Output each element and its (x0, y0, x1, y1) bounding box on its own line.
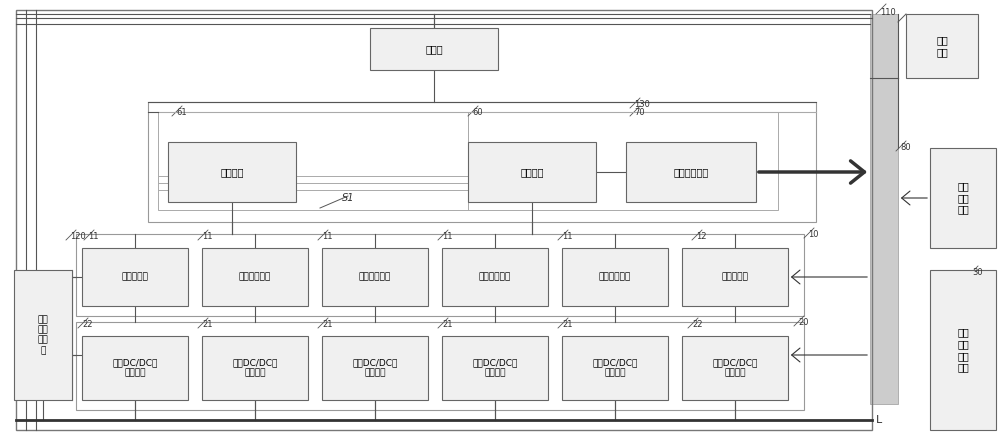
Bar (14, 270, 72, 400)
Text: 蓄电池单元: 蓄电池单元 (122, 273, 148, 281)
Text: 氢系统控制器: 氢系统控制器 (673, 167, 709, 177)
Bar (468, 142, 596, 202)
Text: 不间
断电
源单
元: 不间 断电 源单 元 (38, 315, 48, 355)
Text: 22: 22 (82, 320, 92, 329)
Text: 22: 22 (692, 320, 702, 329)
Text: 燃料电池单元: 燃料电池单元 (599, 273, 631, 281)
Text: 11: 11 (442, 232, 452, 241)
Bar (442, 336, 548, 400)
Text: 燃料电池单元: 燃料电池单元 (359, 273, 391, 281)
Text: 第二DC/DC变
换器单元: 第二DC/DC变 换器单元 (712, 358, 758, 378)
Bar (158, 112, 468, 210)
Text: 21: 21 (562, 320, 572, 329)
Bar (202, 248, 308, 306)
Text: 130: 130 (634, 100, 650, 109)
Bar (370, 28, 498, 70)
Text: 70: 70 (634, 108, 645, 117)
Text: 加注口: 加注口 (425, 44, 443, 54)
Text: 120: 120 (70, 232, 86, 241)
Text: 第一DC/DC变
换器单元: 第一DC/DC变 换器单元 (232, 358, 278, 378)
Bar (468, 112, 778, 210)
Bar (682, 248, 788, 306)
Bar (906, 14, 978, 78)
Bar (168, 142, 296, 202)
Bar (930, 148, 996, 248)
Bar (148, 102, 816, 222)
Text: 12: 12 (696, 232, 706, 241)
Text: 30: 30 (972, 268, 983, 277)
Text: 80: 80 (900, 143, 911, 152)
Text: 11: 11 (88, 232, 98, 241)
Text: 氢气瓶组: 氢气瓶组 (220, 167, 244, 177)
Bar (626, 142, 756, 202)
Text: 61: 61 (176, 108, 187, 117)
Text: 10: 10 (808, 230, 818, 239)
Text: S1: S1 (342, 193, 354, 203)
Text: 21: 21 (442, 320, 452, 329)
Bar (930, 270, 996, 430)
Text: 第一DC/DC变
换器单元: 第一DC/DC变 换器单元 (352, 358, 398, 378)
Text: 燃料电池单元: 燃料电池单元 (479, 273, 511, 281)
Bar (322, 336, 428, 400)
Text: 第一DC/DC变
换器单元: 第一DC/DC变 换器单元 (592, 358, 638, 378)
Bar (442, 248, 548, 306)
Bar (202, 336, 308, 400)
Text: 能量
综合
管理
模块: 能量 综合 管理 模块 (957, 328, 969, 372)
Bar (322, 248, 428, 306)
Text: 110: 110 (880, 8, 896, 17)
Text: 第一DC/DC变
换器单元: 第一DC/DC变 换器单元 (472, 358, 518, 378)
Bar (870, 14, 898, 404)
Text: 氢气瓶组: 氢气瓶组 (520, 167, 544, 177)
Text: 燃料电池单元: 燃料电池单元 (239, 273, 271, 281)
Bar (82, 336, 188, 400)
Bar (682, 336, 788, 400)
Text: 模式
选择
单元: 模式 选择 单元 (957, 182, 969, 215)
Text: 启动
开关: 启动 开关 (936, 35, 948, 57)
Text: 第二DC/DC变
换器单元: 第二DC/DC变 换器单元 (112, 358, 158, 378)
Text: 21: 21 (202, 320, 212, 329)
Text: 11: 11 (202, 232, 212, 241)
Text: 蓄电池单元: 蓄电池单元 (722, 273, 748, 281)
Bar (562, 248, 668, 306)
Text: 11: 11 (322, 232, 332, 241)
Text: 21: 21 (322, 320, 332, 329)
Bar (76, 322, 804, 410)
Bar (76, 234, 804, 316)
Bar (16, 10, 872, 430)
Text: 60: 60 (472, 108, 483, 117)
Text: L: L (876, 415, 882, 425)
Text: 20: 20 (798, 318, 808, 327)
Text: 11: 11 (562, 232, 572, 241)
Bar (562, 336, 668, 400)
Bar (82, 248, 188, 306)
